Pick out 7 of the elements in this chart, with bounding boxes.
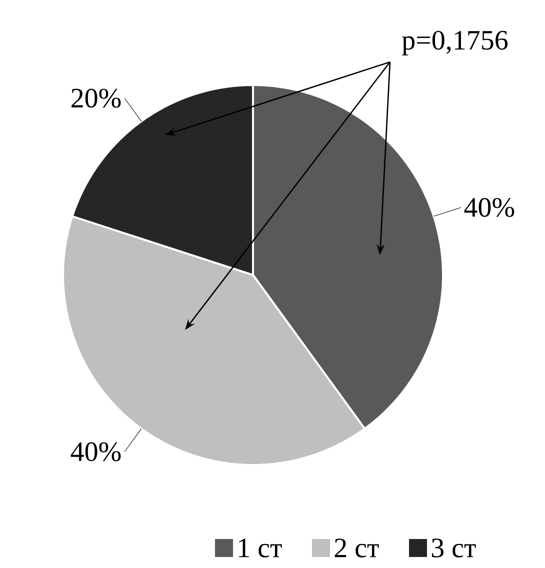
legend-label: 3 ст bbox=[432, 538, 476, 558]
legend-label: 1 ст bbox=[239, 538, 282, 558]
data-label: 40% bbox=[464, 198, 514, 217]
legend-label: 2 ст bbox=[334, 538, 379, 558]
data-label: 20% bbox=[72, 88, 121, 108]
data-label: 40% bbox=[70, 442, 121, 462]
text: p=0,1756 bbox=[402, 30, 508, 56]
